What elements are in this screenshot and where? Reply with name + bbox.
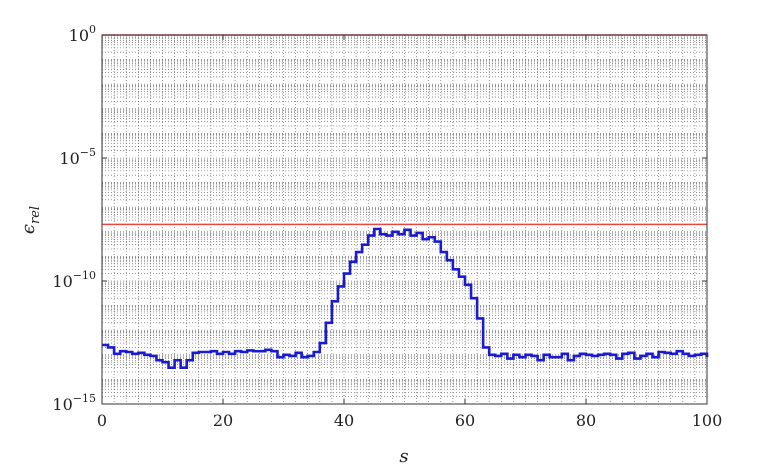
x-tick-label: 0 — [97, 411, 107, 430]
x-tick-label: 60 — [455, 411, 475, 430]
y-tick-label: 10−5 — [59, 146, 96, 168]
y-tick-labels: 10−15 10−10 10−5 100 — [52, 23, 707, 414]
x-tick-label: 40 — [334, 411, 354, 430]
grid — [102, 35, 707, 404]
y-tick-label: 100 — [69, 23, 96, 45]
series-layer — [102, 227, 709, 369]
x-tick-label: 80 — [576, 411, 596, 430]
y-axis-label: ϵrel — [18, 206, 43, 234]
y-tick-label: 10−15 — [52, 392, 96, 414]
y-axis-label-text: ϵrel — [18, 206, 43, 234]
x-tick-label: 100 — [692, 411, 723, 430]
x-tick-labels: 0 20 40 60 80 100 — [97, 35, 722, 430]
series-line — [102, 227, 709, 369]
x-axis-label: s — [399, 446, 408, 467]
x-tick-label: 20 — [213, 411, 233, 430]
plot-frame — [101, 34, 708, 405]
y-tick-label: 10−10 — [52, 269, 96, 291]
